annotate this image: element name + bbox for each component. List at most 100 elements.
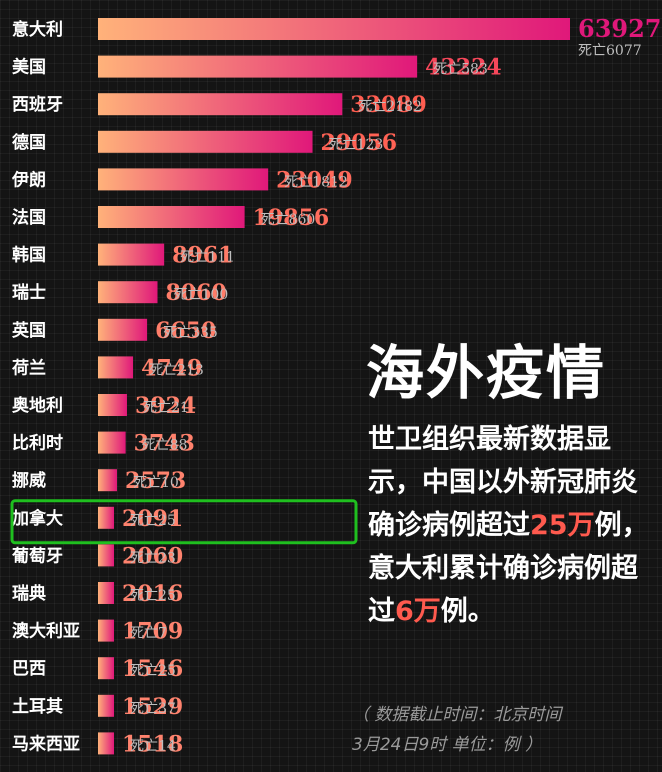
- country-label: 英国: [12, 320, 46, 341]
- bar: [98, 281, 158, 304]
- summary-part-1: 世卫组织最新数据显示，中国以外新冠肺炎确诊病例超过: [368, 424, 638, 541]
- headline: 海外疫情: [366, 339, 607, 407]
- death-label: 死亡37: [130, 701, 176, 717]
- country-label: 伊朗: [11, 169, 46, 190]
- death-label: 死亡25: [130, 513, 176, 529]
- bar: [98, 657, 114, 680]
- value-label: 1529: [122, 694, 183, 720]
- value-label: 2016: [122, 581, 183, 607]
- value-label: 29056: [321, 130, 398, 156]
- bar: [98, 206, 245, 228]
- footnote: （ 数据截止时间：北京时间 3月24日9时 单位：例 ）: [352, 700, 652, 760]
- summary-figure-overseas-cases: 25万: [530, 510, 595, 541]
- death-label: 死亡2182: [358, 99, 422, 115]
- country-label: 土耳其: [12, 696, 63, 717]
- value-label: 3743: [134, 431, 195, 457]
- bar: [98, 431, 126, 454]
- bar: [98, 55, 418, 78]
- value-label: 2573: [125, 468, 186, 494]
- value-label: 19856: [253, 205, 330, 231]
- bar: [98, 18, 570, 40]
- bar: [98, 582, 114, 604]
- country-label: 韩国: [12, 245, 46, 266]
- death-label: 死亡335: [163, 325, 218, 341]
- footnote-line-2: 3月24日9时 单位：例 ）: [352, 735, 543, 755]
- death-label: 死亡100: [174, 287, 229, 303]
- bar: [98, 544, 114, 567]
- country-label: 加拿大: [11, 508, 63, 529]
- death-label: 死亡14: [130, 738, 176, 754]
- value-label: 2091: [122, 506, 183, 532]
- country-label: 意大利: [12, 19, 63, 40]
- country-label: 马来西亚: [12, 733, 80, 754]
- bar: [98, 469, 117, 492]
- value-label: 23049: [276, 167, 353, 193]
- value-label: 1546: [122, 656, 183, 682]
- summary-text: 世卫组织最新数据显示，中国以外新冠肺炎确诊病例超过25万例，意大利累计确诊病例超…: [368, 418, 654, 633]
- value-label: 1709: [122, 619, 183, 645]
- death-label: 死亡111: [180, 250, 235, 266]
- country-label: 奥地利: [12, 395, 63, 416]
- value-label: 1518: [122, 731, 183, 757]
- bar: [98, 732, 114, 755]
- value-label: 63927: [578, 14, 662, 43]
- country-label: 荷兰: [12, 357, 46, 378]
- value-label: 2060: [122, 543, 183, 569]
- death-label: 死亡1812: [284, 174, 348, 190]
- country-label: 瑞士: [12, 282, 46, 303]
- death-label: 死亡6077: [578, 43, 642, 59]
- country-label: 澳大利亚: [12, 621, 80, 642]
- summary-figure-italy-cases: 6万: [395, 596, 441, 627]
- death-label: 死亡123: [329, 137, 384, 153]
- country-label: 巴西: [12, 659, 46, 679]
- value-label: 43224: [425, 55, 502, 81]
- death-label: 死亡583: [433, 62, 488, 78]
- death-label: 死亡860: [261, 212, 316, 228]
- bar: [98, 619, 114, 642]
- death-label: 死亡10: [133, 475, 179, 491]
- highlight-box: [10, 499, 358, 545]
- summary-part-2: 例，意大利累计确诊病例超过: [368, 510, 649, 627]
- country-label: 美国: [12, 57, 46, 78]
- death-label: 死亡25: [130, 663, 176, 679]
- country-label: 西班牙: [12, 95, 63, 115]
- country-label: 德国: [12, 132, 46, 153]
- value-label: 8961: [172, 243, 233, 269]
- bar: [98, 694, 114, 717]
- value-label: 8060: [166, 280, 227, 306]
- death-label: 死亡21: [143, 400, 189, 416]
- death-label: 死亡23: [130, 550, 176, 566]
- death-label: 死亡88: [142, 438, 188, 454]
- footnote-line-1: （ 数据截止时间：北京时间: [352, 705, 562, 725]
- death-label: 死亡7: [130, 626, 167, 642]
- bar: [98, 93, 343, 116]
- bar: [98, 168, 269, 191]
- bar: [98, 243, 165, 266]
- country-label: 比利时: [12, 433, 63, 454]
- value-label: 33089: [350, 92, 427, 118]
- country-label: 瑞典: [12, 583, 46, 604]
- value-label: 6650: [155, 318, 216, 344]
- bar: [98, 394, 127, 416]
- summary-part-3: 例。: [440, 596, 495, 627]
